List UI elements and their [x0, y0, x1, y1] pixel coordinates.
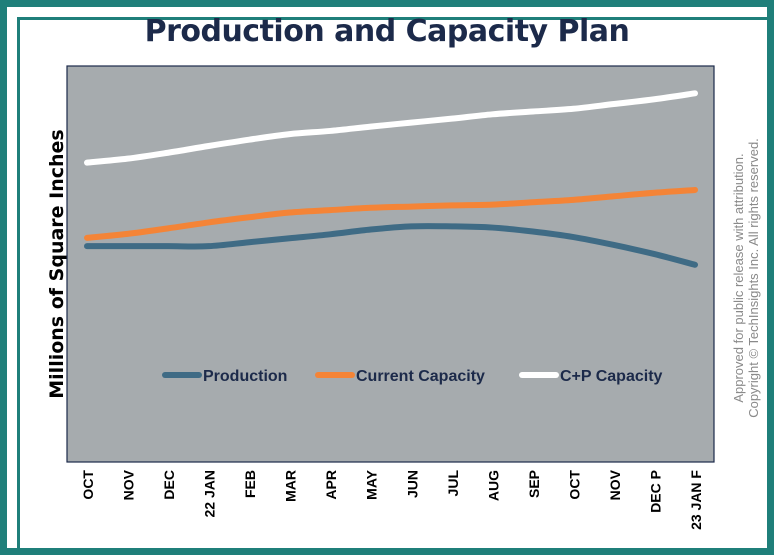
series-line-c-p-capacity — [84, 90, 698, 166]
x-tick-label: OCT — [566, 470, 582, 500]
legend: Production Current Capacity C+P Capacity — [162, 368, 663, 385]
series-line-production — [84, 223, 698, 268]
x-tick-label: JUN — [404, 470, 420, 498]
x-tick-label: NOV — [607, 469, 623, 500]
legend-label-c-p-capacity: C+P Capacity — [560, 368, 663, 385]
x-tick-label: MAY — [364, 469, 380, 499]
x-tick-label: NOV — [121, 469, 137, 500]
x-tick-label: 22 JAN — [202, 470, 218, 517]
x-tick-label: DEC P — [647, 470, 663, 513]
legend-label-production: Production — [203, 368, 287, 385]
x-tick-label: JUL — [445, 470, 461, 497]
chart-title: Production and Capacity Plan — [144, 14, 630, 49]
chart-frame-inner — [17, 17, 771, 552]
x-tick-label: AUG — [485, 470, 501, 501]
x-axis-ticks: OCT NOV DEC 22 JAN FEB MAR APR MAY JUN JUL AUG SEP O… — [80, 469, 704, 530]
plot-area — [66, 65, 715, 463]
series-line-current-capacity — [84, 186, 698, 241]
x-tick-label: FEB — [242, 470, 258, 498]
x-tick-label: 23 JAN F — [688, 470, 704, 530]
x-tick-label: APR — [323, 470, 339, 500]
x-tick-label: SEP — [526, 470, 542, 498]
legend-label-current-capacity: Current Capacity — [356, 368, 485, 385]
x-tick-label: DEC — [161, 470, 177, 500]
series-layer — [84, 90, 698, 268]
x-tick-label: MAR — [283, 470, 299, 502]
x-tick-label: OCT — [80, 470, 96, 500]
